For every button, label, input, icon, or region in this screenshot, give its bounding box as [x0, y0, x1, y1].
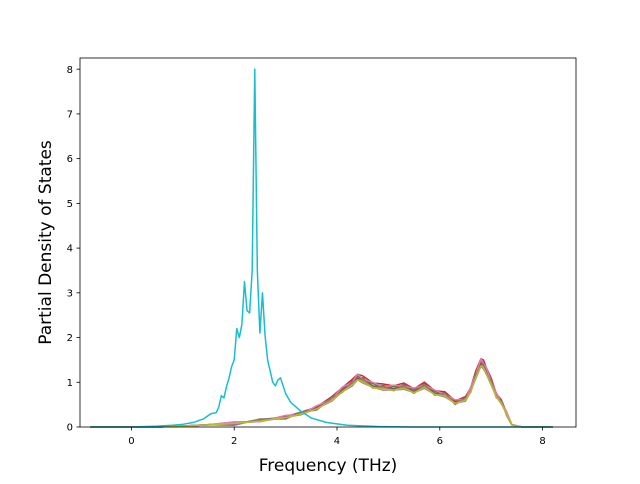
y-tick-label: 4	[67, 244, 73, 255]
y-tick-label: 6	[67, 154, 73, 165]
y-tick-label: 5	[67, 199, 73, 210]
y-tick-label: 7	[67, 110, 73, 121]
y-tick-label: 0	[67, 423, 73, 434]
y-tick-label: 3	[67, 288, 73, 299]
x-tick-label: 2	[231, 436, 237, 447]
x-tick-label: 4	[334, 436, 340, 447]
series-line-9	[90, 365, 553, 428]
plot-area-frame	[79, 57, 577, 428]
y-axis-ticks: 0 1 2 3 4 5 6 7 8	[67, 65, 80, 434]
series-layer	[90, 68, 553, 428]
series-line-8	[90, 363, 553, 428]
x-tick-label: 6	[437, 436, 443, 447]
x-tick-label: 0	[128, 436, 134, 447]
y-tick-label: 2	[67, 333, 73, 344]
x-axis-label: Frequency (THz)	[259, 456, 398, 476]
y-tick-label: 1	[67, 378, 73, 389]
x-axis-ticks: 0 2 4 6 8	[128, 427, 546, 447]
series-line-10	[90, 68, 553, 428]
y-tick-label: 8	[67, 65, 73, 76]
x-tick-label: 8	[539, 436, 545, 447]
y-axis-label: Partial Density of States	[36, 140, 56, 345]
